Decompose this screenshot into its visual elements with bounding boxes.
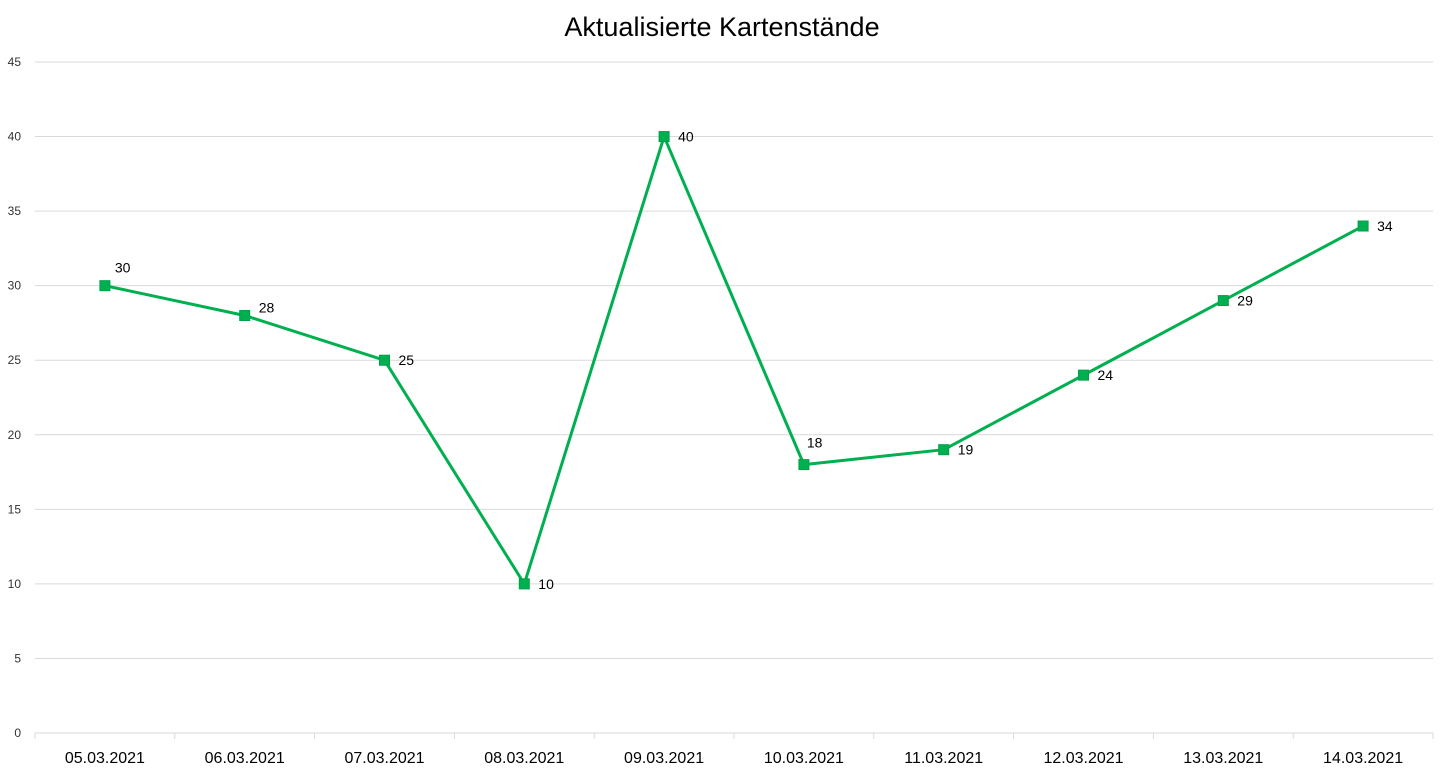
data-point-marker <box>1217 295 1229 307</box>
data-point-marker <box>99 280 111 292</box>
y-tick-label: 40 <box>8 130 22 144</box>
data-markers <box>99 131 1369 590</box>
data-label: 10 <box>538 576 554 592</box>
y-tick-label: 5 <box>14 651 21 665</box>
series-line-path <box>104 135 1364 586</box>
x-tick-label: 09.03.2021 <box>624 750 704 767</box>
data-point-marker <box>1357 220 1369 232</box>
y-axis-tick-labels: 0 5 10 15 20 25 30 35 40 45 <box>8 55 22 740</box>
data-label: 29 <box>1237 293 1253 309</box>
x-tick-label: 05.03.2021 <box>65 750 145 767</box>
series-line <box>104 135 1364 586</box>
data-point-marker <box>518 578 530 590</box>
y-tick-label: 15 <box>8 502 22 516</box>
x-tick-label: 12.03.2021 <box>1043 750 1123 767</box>
data-point-marker <box>379 354 390 366</box>
y-tick-label: 10 <box>8 577 22 591</box>
data-point-marker <box>1078 369 1089 381</box>
data-point-marker <box>938 444 950 456</box>
y-tick-label: 35 <box>8 204 22 218</box>
gridlines <box>35 61 1433 659</box>
chart-title: Aktualisierte Kartenstände <box>564 12 879 42</box>
data-label: 30 <box>115 260 131 276</box>
data-labels: 30 28 25 10 40 18 19 24 29 34 <box>115 129 1393 592</box>
y-tick-label: 20 <box>8 428 22 442</box>
data-label: 28 <box>259 299 275 315</box>
data-label: 25 <box>399 352 415 368</box>
x-tick-label: 10.03.2021 <box>764 750 844 767</box>
data-point-marker <box>798 459 810 471</box>
data-label: 19 <box>958 442 974 458</box>
data-label: 18 <box>807 435 823 451</box>
x-tick-label: 07.03.2021 <box>344 750 424 767</box>
y-tick-label: 25 <box>8 353 22 367</box>
y-tick-label: 30 <box>8 279 22 293</box>
data-point-marker <box>239 309 251 321</box>
data-label: 24 <box>1098 367 1114 383</box>
data-point-marker <box>658 131 670 143</box>
data-label: 34 <box>1377 218 1393 234</box>
x-tick-label: 13.03.2021 <box>1183 750 1263 767</box>
data-label: 40 <box>678 129 694 145</box>
x-axis: 05.03.2021 06.03.2021 07.03.2021 08.03.2021… <box>34 732 1434 767</box>
x-tick-label: 11.03.2021 <box>904 750 983 767</box>
y-tick-label: 45 <box>8 55 22 69</box>
x-tick-label: 08.03.2021 <box>484 750 564 767</box>
x-tick-label: 06.03.2021 <box>205 750 285 767</box>
x-tick-label: 14.03.2021 <box>1323 750 1403 767</box>
y-tick-label: 0 <box>14 726 21 740</box>
